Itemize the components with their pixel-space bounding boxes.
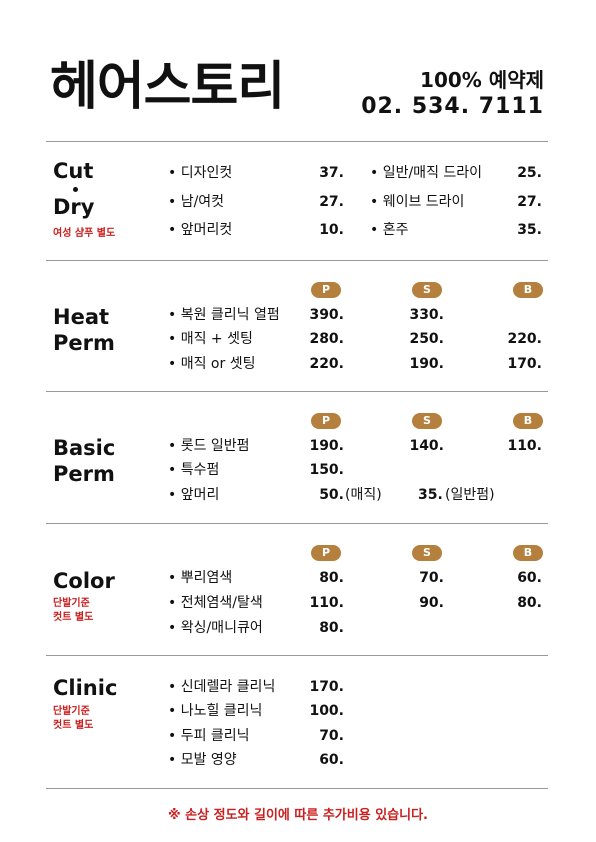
price: 27.	[517, 194, 542, 210]
bullet-dot	[73, 187, 78, 192]
divider	[46, 655, 548, 656]
category-perm: Perm	[53, 331, 115, 355]
price-b: 60.	[517, 570, 542, 586]
menu-item: • 웨이브 드라이	[370, 194, 465, 210]
price-note: (매직)	[345, 487, 382, 503]
menu-item: • 디자인컷	[168, 165, 233, 181]
price-s: 250.	[409, 331, 444, 347]
price: 25.	[517, 165, 542, 181]
category-clinic: Clinic	[53, 676, 118, 700]
category-basic: Basic	[53, 436, 116, 460]
menu-item: • 복원 클리닉 열펌	[168, 307, 280, 323]
price-s: 70.	[419, 570, 444, 586]
surcharge-notice: ※ 손상 정도와 길이에 따른 추가비용 있습니다.	[167, 808, 428, 823]
divider	[46, 260, 548, 261]
category-perm: Perm	[53, 462, 115, 486]
price: 35.	[517, 222, 542, 238]
reservation-notice: 100% 예약제	[420, 68, 544, 92]
price: 10.	[319, 222, 344, 238]
category-heat: Heat	[53, 305, 110, 329]
badge-b: B	[513, 282, 543, 298]
menu-item: • 두피 클리닉	[168, 728, 250, 744]
menu-item: • 일반/매직 드라이	[370, 165, 483, 181]
divider	[46, 523, 548, 524]
price: 170.	[309, 679, 344, 695]
price-p: 50.	[319, 487, 344, 503]
price: 60.	[319, 752, 344, 768]
price-p: 390.	[309, 307, 344, 323]
menu-item: • 뿌리염색	[168, 570, 233, 586]
category-dry: Dry	[53, 195, 95, 219]
category-note: 여성 샴푸 별도	[53, 228, 116, 239]
badge-s: S	[412, 282, 442, 298]
price-b: 110.	[507, 438, 542, 454]
badge-p: P	[311, 413, 341, 429]
price-p: 80.	[319, 620, 344, 636]
menu-item: • 모발 영양	[168, 752, 237, 768]
price: 70.	[319, 728, 344, 744]
price-s: 190.	[409, 356, 444, 372]
price-p: 280.	[309, 331, 344, 347]
menu-item: • 매직 or 셋팅	[168, 356, 256, 372]
price-note: (일반펌)	[445, 487, 495, 503]
divider	[46, 391, 548, 392]
price: 37.	[319, 165, 344, 181]
category-note: 컷트 별도	[53, 612, 94, 623]
price: 100.	[309, 703, 344, 719]
price-b: 80.	[517, 595, 542, 611]
category-note: 컷트 별도	[53, 720, 94, 731]
price-s: 35.	[418, 487, 443, 503]
category-note: 단발기준	[53, 706, 90, 717]
divider	[46, 788, 548, 789]
menu-item: • 왁싱/매니큐어	[168, 620, 263, 636]
category-color: Color	[53, 569, 115, 593]
price-s: 330.	[409, 307, 444, 323]
price-p: 220.	[309, 356, 344, 372]
price: 27.	[319, 194, 344, 210]
price-s: 90.	[419, 595, 444, 611]
price-s: 140.	[409, 438, 444, 454]
badge-b: B	[513, 413, 543, 429]
shop-title: 헤어스토리	[50, 57, 285, 117]
price-p: 110.	[309, 595, 344, 611]
category-note: 단발기준	[53, 598, 90, 609]
price-p: 150.	[309, 462, 344, 478]
menu-item: • 전체염색/탈색	[168, 595, 263, 611]
price-p: 190.	[309, 438, 344, 454]
menu-item: • 앞머리	[168, 487, 220, 503]
menu-item: • 혼주	[370, 222, 409, 238]
menu-item: • 신데렐라 클리닉	[168, 679, 276, 695]
menu-item: • 나노힐 클리닉	[168, 703, 263, 719]
category-cut: Cut	[53, 159, 94, 183]
badge-s: S	[412, 413, 442, 429]
menu-item: • 남/여컷	[168, 194, 225, 210]
menu-item: • 매직 + 셋팅	[168, 331, 253, 347]
menu-item: • 롯드 일반펌	[168, 438, 250, 454]
menu-item: • 앞머리컷	[168, 222, 233, 238]
badge-s: S	[412, 545, 442, 561]
badge-p: P	[311, 545, 341, 561]
price-b: 220.	[507, 331, 542, 347]
price-b: 170.	[507, 356, 542, 372]
badge-b: B	[513, 545, 543, 561]
menu-item: • 특수펌	[168, 462, 220, 478]
badge-p: P	[311, 282, 341, 298]
phone-number: 02. 534. 7111	[361, 94, 544, 119]
divider	[46, 141, 548, 142]
price-p: 80.	[319, 570, 344, 586]
